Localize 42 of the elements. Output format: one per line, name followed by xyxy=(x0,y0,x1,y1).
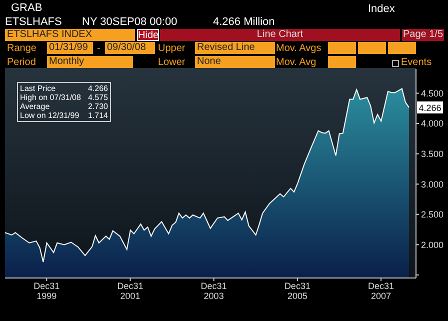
text: GRAB xyxy=(11,2,42,14)
y-tick-label: 3.000 xyxy=(421,179,444,190)
annotation: 4.266 xyxy=(418,102,442,113)
text: Range xyxy=(7,43,36,55)
text: Mov. Avgs xyxy=(276,43,322,55)
text: Lower xyxy=(158,57,186,69)
text: 4.266 Million xyxy=(213,16,275,28)
text: Page 1/5 xyxy=(402,29,444,41)
text: Mov. Avg xyxy=(276,57,316,69)
text: Events xyxy=(401,57,432,69)
text: Period xyxy=(7,57,36,69)
text: None xyxy=(195,56,275,68)
y-tick-label: 2.000 xyxy=(421,240,444,250)
text: NY 30SEP08 00:00 xyxy=(82,16,178,28)
y-tick-label: 4.000 xyxy=(421,118,444,129)
x-tick-label: Dec31 2001 xyxy=(117,281,144,301)
text: 01/31/99 xyxy=(47,42,93,54)
chart-title: ETSLHAFS INDEX xyxy=(5,29,135,41)
text: ETSLHAFS xyxy=(5,16,62,28)
annotation: Last Price xyxy=(20,84,56,93)
annotation: Low on 12/31/99 xyxy=(20,111,80,120)
text: - xyxy=(97,43,100,55)
text: Revised Line xyxy=(195,42,275,54)
annotation: 1.714 xyxy=(88,111,108,120)
text: Monthly xyxy=(47,56,133,68)
annotation: 4.575 xyxy=(88,93,108,102)
annotation: Average xyxy=(20,102,50,111)
text: Line Chart xyxy=(160,29,400,41)
x-tick-label: Dec31 2003 xyxy=(200,281,227,301)
y-tick-label: 4.500 xyxy=(421,88,444,98)
y-tick-label: 2.500 xyxy=(421,210,444,220)
x-tick-label: Dec31 2005 xyxy=(284,281,310,301)
text: Upper xyxy=(158,43,186,55)
annotation: 2.730 xyxy=(88,102,108,111)
annotation: High on 07/31/08 xyxy=(20,93,81,102)
text: Index xyxy=(368,3,395,15)
x-tick-label: Dec31 1999 xyxy=(34,281,60,301)
text: 09/30/08 xyxy=(105,42,155,54)
x-tick-label: Dec31 2007 xyxy=(368,281,394,301)
y-tick-label: 3.500 xyxy=(421,149,444,160)
text: Hide xyxy=(137,29,159,41)
annotation: 4.266 xyxy=(88,84,108,93)
